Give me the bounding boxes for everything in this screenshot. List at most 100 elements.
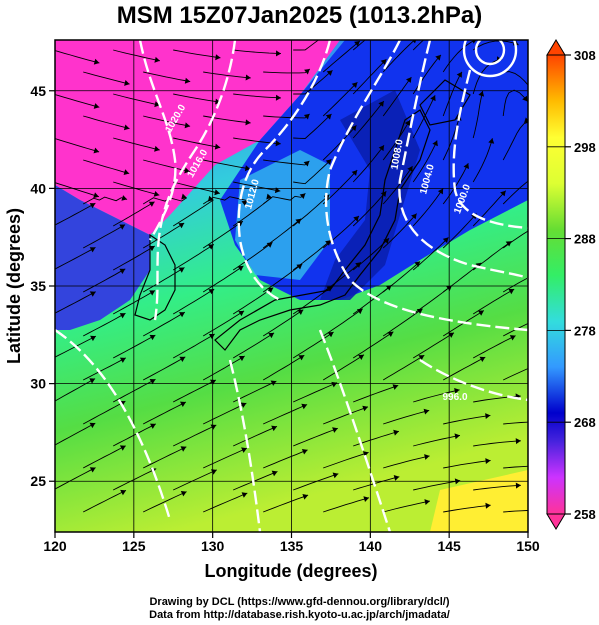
streamline	[113, 181, 160, 196]
streamline	[55, 467, 96, 490]
streamline	[233, 181, 281, 192]
streamline-arrow	[418, 355, 425, 361]
streamline	[172, 244, 215, 271]
isobar-low-ring	[462, 40, 518, 78]
streamline	[142, 356, 186, 381]
streamline-arrow	[385, 285, 392, 291]
streamline-arrow	[488, 138, 495, 144]
streamline-arrow	[302, 494, 309, 500]
streamline-arrow	[572, 339, 578, 345]
streamline	[173, 49, 221, 59]
streamline-arrow	[540, 269, 546, 274]
streamline	[112, 468, 157, 491]
streamline-arrow	[475, 262, 482, 269]
coastlines	[134, 79, 471, 351]
streamline-arrow	[275, 140, 281, 147]
streamline-arrow	[424, 454, 430, 460]
streamline-arrow	[241, 200, 248, 206]
streamline	[322, 308, 363, 337]
streamline-arrow	[149, 334, 156, 341]
streamline	[412, 54, 442, 95]
streamline	[412, 237, 449, 271]
streamline-arrow	[296, 264, 303, 270]
streamline	[293, 113, 332, 139]
streamline-arrow	[356, 308, 363, 315]
streamline	[352, 145, 385, 183]
streamline	[233, 93, 282, 99]
x-tick-label: 120	[43, 538, 67, 554]
streamline-arrow	[380, 191, 387, 197]
streamline-arrow	[238, 310, 245, 317]
streamline-arrow	[326, 286, 333, 292]
streamline-arrow	[331, 381, 338, 388]
streamline-arrow	[89, 422, 96, 429]
streamline-arrow	[304, 69, 310, 75]
streamline	[352, 100, 385, 139]
isobar-line	[237, 40, 332, 302]
streamline-arrow	[454, 433, 460, 440]
streamline-arrow	[576, 400, 581, 406]
isobar-low-center	[474, 40, 506, 66]
streamline-arrow	[424, 499, 430, 505]
streamline	[142, 311, 186, 337]
streamline	[142, 446, 187, 469]
streamline-arrow	[432, 140, 438, 147]
streamline-arrow	[180, 401, 186, 407]
streamline-arrow	[456, 71, 462, 78]
isobar-line	[452, 69, 528, 230]
streamline-arrow	[274, 187, 281, 194]
streamline	[293, 427, 338, 447]
colorbar-tick-label: 308	[574, 48, 596, 63]
streamline-arrow	[478, 310, 484, 316]
streamline-arrow	[119, 268, 126, 274]
colorbar-tick-label: 278	[574, 323, 596, 338]
streamline-arrow	[90, 335, 96, 342]
colorbar-max-arrow	[546, 39, 566, 56]
streamline-arrow	[393, 475, 400, 481]
streamline-arrow	[303, 160, 310, 167]
lat-lon-grid	[55, 40, 528, 532]
streamline-arrow	[150, 423, 156, 429]
streamline	[203, 115, 251, 124]
streamline-arrow	[534, 173, 540, 179]
streamline-arrow	[592, 100, 598, 105]
streamline	[82, 357, 127, 381]
streamline-arrow	[404, 120, 410, 126]
isobar-line	[318, 329, 392, 532]
credit-data: Data from http://database.rish.kyoto-u.a…	[149, 609, 450, 621]
streamline-arrow	[358, 354, 364, 360]
streamline	[82, 196, 128, 205]
streamline	[55, 202, 96, 226]
streamline-arrow	[93, 192, 99, 199]
streamline-arrow	[208, 289, 215, 295]
streamline-arrow	[271, 470, 278, 477]
streamline	[233, 425, 278, 447]
streamline-arrow	[299, 193, 306, 199]
streamline	[382, 165, 413, 205]
streamline	[172, 288, 215, 315]
streamline	[502, 89, 528, 117]
streamline-arrow	[184, 167, 190, 174]
streamline	[55, 378, 96, 402]
streamline-arrow	[325, 114, 332, 120]
streamline	[382, 308, 423, 337]
streamline	[473, 484, 521, 491]
streamline-arrow	[207, 244, 214, 250]
streamline	[143, 71, 191, 83]
streamline	[502, 180, 528, 205]
streamline-arrow	[267, 287, 274, 293]
streamline-arrow	[181, 193, 187, 200]
x-tick-label: 125	[122, 538, 146, 554]
y-tick-label: 35	[30, 278, 46, 294]
streamline-arrow	[149, 290, 155, 296]
streamline	[82, 268, 126, 293]
streamline	[142, 401, 187, 425]
streamline-arrow	[454, 388, 460, 394]
streamline-arrow	[93, 58, 100, 65]
streamline	[472, 40, 519, 51]
streamline	[322, 40, 361, 73]
streamline-arrow	[437, 188, 444, 195]
streamline	[563, 468, 599, 471]
streamline	[55, 247, 96, 270]
